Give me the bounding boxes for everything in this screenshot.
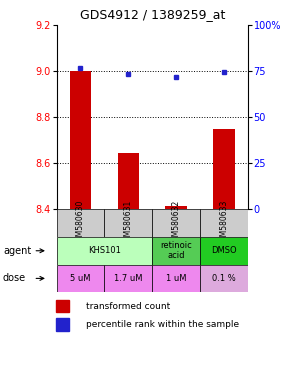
Text: KHS101: KHS101 [88, 246, 121, 255]
Bar [104, 209, 152, 237]
Bar [200, 237, 248, 265]
Text: agent: agent [3, 246, 31, 256]
Bar [56, 318, 69, 331]
Text: retinoic
acid: retinoic acid [160, 241, 192, 260]
Bar [200, 209, 248, 237]
Text: GSM580632: GSM580632 [172, 200, 181, 246]
Text: transformed count: transformed count [86, 301, 170, 311]
Bar [152, 209, 200, 237]
Text: 0.1 %: 0.1 % [212, 274, 236, 283]
Text: GSM580633: GSM580633 [220, 200, 229, 246]
Text: percentile rank within the sample: percentile rank within the sample [86, 320, 239, 329]
Bar [57, 265, 104, 292]
Text: GDS4912 / 1389259_at: GDS4912 / 1389259_at [79, 8, 225, 21]
Text: 5 uM: 5 uM [70, 274, 91, 283]
Text: 1 uM: 1 uM [166, 274, 186, 283]
Bar [56, 300, 69, 312]
Bar [57, 237, 152, 265]
Text: GSM580630: GSM580630 [76, 200, 85, 246]
Bar [213, 129, 235, 209]
Bar [200, 265, 248, 292]
Bar [165, 206, 187, 209]
Bar [70, 71, 91, 209]
Bar [104, 265, 152, 292]
Bar [152, 265, 200, 292]
Text: dose: dose [3, 273, 26, 283]
Text: DMSO: DMSO [211, 246, 237, 255]
Bar [57, 209, 104, 237]
Bar [117, 153, 139, 209]
Bar [152, 237, 200, 265]
Text: 1.7 uM: 1.7 uM [114, 274, 143, 283]
Text: GSM580631: GSM580631 [124, 200, 133, 246]
